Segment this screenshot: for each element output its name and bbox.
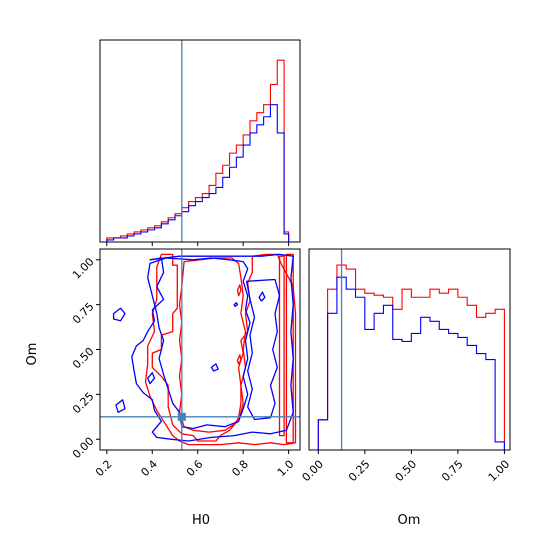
contour-7 (147, 257, 251, 430)
joint-x-tick-label-3: 0.6 (184, 458, 206, 480)
om-x-tick-label-1: 0.00 (300, 458, 327, 485)
om-y-axis-label: Om (25, 343, 40, 366)
joint-x-tick-label-4: 0.8 (229, 458, 251, 480)
joint-x-tick-label-5: 1.0 (275, 458, 297, 480)
contour-11 (115, 399, 126, 413)
om-x-tick-label-5: 1.00 (486, 458, 513, 485)
h0-axis-label: H0 (192, 513, 210, 528)
joint-y-tick-label-3: 0.50 (70, 345, 97, 372)
h0-histogram-frame (99, 39, 301, 243)
om-axis-label: Om (398, 513, 421, 528)
joint-y-tick-label-1: 0.00 (70, 435, 97, 462)
joint-y-tick-label-2: 0.25 (70, 390, 97, 417)
contour-9 (245, 278, 281, 421)
om-histogram-frame (308, 248, 511, 451)
contour-8 (131, 253, 294, 442)
h0-histogram-series-2 (106, 104, 290, 242)
h0-histogram-series-1 (106, 59, 290, 242)
joint-truth-marker (177, 412, 186, 421)
joint-y-tick-label-4: 0.75 (70, 300, 97, 327)
joint-y-tick-label-5: 1.00 (70, 255, 97, 282)
om-histogram-series-1 (317, 264, 505, 450)
contour-3 (278, 255, 285, 437)
om-histogram-series-2 (317, 276, 505, 450)
contour-14 (233, 302, 239, 308)
om-x-tick-label-2: 0.25 (346, 458, 373, 485)
contour-6 (236, 354, 242, 365)
contour-10 (112, 307, 126, 322)
joint-frame (99, 248, 301, 451)
contour-5 (236, 284, 242, 297)
om-x-tick-label-3: 0.50 (393, 458, 420, 485)
h0-histogram-panel (99, 39, 301, 246)
contour-1 (144, 253, 297, 446)
contour-15 (258, 291, 266, 302)
joint-x-tick-label-1: 0.2 (93, 458, 115, 480)
om-x-tick-label-4: 0.75 (439, 458, 466, 485)
joint-contour-panel: 0.2 0.4 0.6 0.8 1.0 0.00 0.25 0.50 0.75 1.00 (70, 248, 301, 480)
joint-x-tick-label-2: 0.4 (138, 458, 160, 480)
contour-13 (210, 363, 219, 372)
contour-2 (178, 257, 247, 433)
joint-contours (112, 253, 297, 446)
contour-12 (147, 372, 156, 385)
om-histogram-panel: 0.00 0.25 0.50 0.75 1.00 (300, 248, 513, 485)
contour-4 (285, 253, 294, 444)
